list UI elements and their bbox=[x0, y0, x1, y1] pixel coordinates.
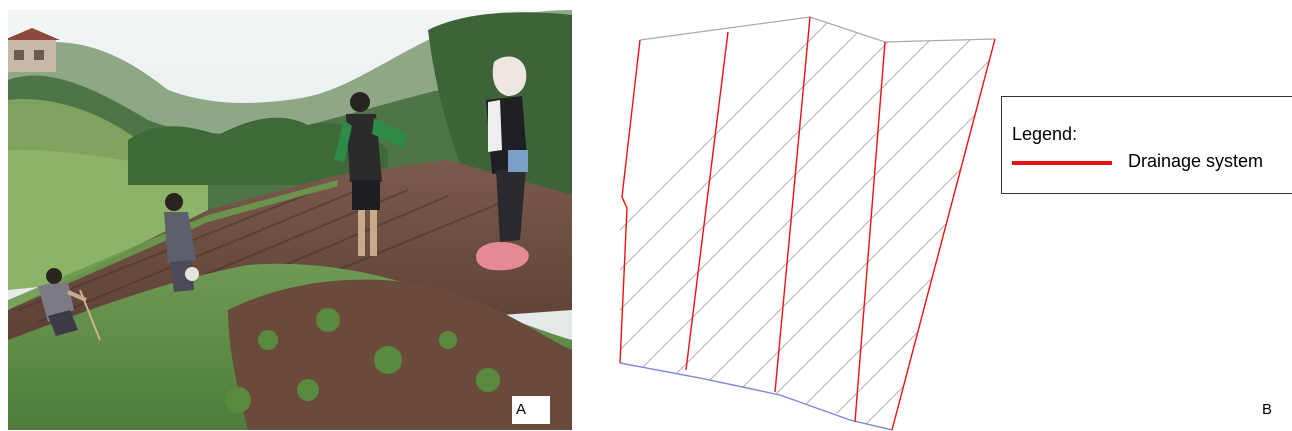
field-photo-illustration bbox=[8, 10, 572, 430]
hatch-line bbox=[639, 17, 995, 430]
hatch-line bbox=[679, 17, 995, 430]
upper-boundary-line bbox=[639, 16, 996, 43]
panel-a-label: A bbox=[512, 396, 550, 424]
hatch-line bbox=[839, 17, 995, 430]
hatch-line bbox=[620, 17, 921, 430]
hatch-line bbox=[759, 17, 995, 430]
hatch-line bbox=[919, 17, 995, 430]
legend: Legend: Drainage system bbox=[1001, 96, 1292, 194]
person-crouching bbox=[38, 268, 87, 336]
drainage-plan-diagram bbox=[619, 16, 996, 431]
drainage-channel-3 bbox=[854, 41, 886, 423]
hatch-line bbox=[620, 17, 995, 430]
lower-boundary-line bbox=[619, 362, 893, 431]
person-woman-right bbox=[486, 56, 528, 242]
person-standing-center bbox=[334, 92, 408, 256]
hatch-line bbox=[620, 17, 881, 430]
drainage-channel-1 bbox=[685, 31, 729, 371]
hatch-line bbox=[620, 17, 995, 430]
panel-b-label: B bbox=[1262, 401, 1273, 418]
hatch-line bbox=[879, 17, 995, 430]
drainage-channel-2 bbox=[774, 16, 811, 393]
drainage-channel-left-edge bbox=[619, 39, 641, 364]
hatch-line bbox=[620, 17, 961, 430]
legend-label-drainage: Drainage system bbox=[1128, 151, 1264, 171]
field-hatching bbox=[620, 17, 995, 430]
hatch-line bbox=[959, 17, 995, 430]
legend-swatch-drainage bbox=[1012, 161, 1112, 165]
field-photo bbox=[8, 10, 572, 430]
legend-title: Legend: bbox=[1012, 124, 1078, 144]
hatch-line bbox=[620, 17, 841, 430]
drainage-channel-right-edge bbox=[891, 38, 996, 431]
person-woman-left bbox=[164, 193, 199, 292]
drainage-system bbox=[619, 16, 996, 431]
hatch-line bbox=[799, 17, 995, 430]
hatch-line bbox=[719, 17, 995, 430]
